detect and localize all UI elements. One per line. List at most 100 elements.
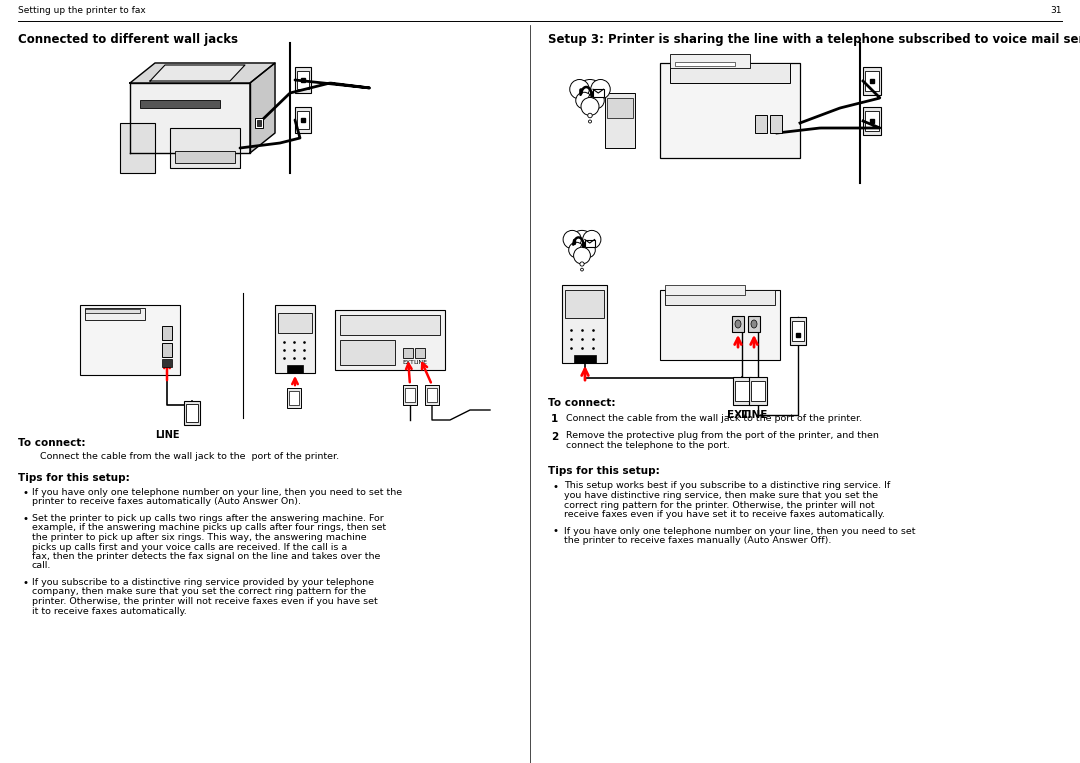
Text: EXT: EXT	[727, 410, 750, 420]
Polygon shape	[249, 63, 275, 153]
Text: Tips for this setup:: Tips for this setup:	[548, 466, 660, 477]
Bar	[403, 385, 417, 405]
Text: To connect:: To connect:	[18, 438, 85, 448]
Text: you have distinctive ring service, then make sure that you set the: you have distinctive ring service, then …	[564, 491, 878, 500]
Text: Remove the protective plug from the port of the printer, and then: Remove the protective plug from the port…	[566, 432, 879, 440]
Bar	[335, 310, 445, 370]
Polygon shape	[150, 65, 245, 81]
Bar	[593, 89, 604, 97]
Bar	[287, 365, 303, 373]
Bar	[792, 321, 804, 341]
Bar	[865, 71, 879, 91]
Bar	[865, 111, 879, 131]
Text: it to receive faxes automatically.: it to receive faxes automatically.	[32, 607, 187, 616]
Text: the printer to receive faxes manually (Auto Answer Off).: the printer to receive faxes manually (A…	[564, 536, 832, 545]
Bar	[295, 107, 311, 133]
Bar	[170, 128, 240, 168]
Bar	[670, 63, 789, 83]
Bar	[255, 118, 264, 128]
Circle shape	[589, 120, 592, 123]
Bar	[748, 316, 760, 332]
Bar	[750, 377, 767, 405]
Text: If you have only one telephone number on your line, then you need to set: If you have only one telephone number on…	[564, 526, 916, 536]
Bar	[565, 290, 604, 318]
Text: the printer to pick up after six rings. This way, the answering machine: the printer to pick up after six rings. …	[32, 533, 366, 542]
Text: To connect:: To connect:	[548, 398, 616, 408]
Text: This setup works best if you subscribe to a distinctive ring service. If: This setup works best if you subscribe t…	[564, 481, 890, 491]
Text: •: •	[552, 526, 558, 536]
Bar	[340, 340, 395, 365]
Bar	[85, 308, 145, 320]
Text: printer to receive faxes automatically (Auto Answer On).: printer to receive faxes automatically (…	[32, 497, 301, 507]
Bar	[665, 285, 745, 295]
Bar	[735, 381, 750, 401]
Bar	[605, 93, 635, 148]
Text: Setup 3: Printer is sharing the line with a telephone subscribed to voice mail s: Setup 3: Printer is sharing the line wit…	[548, 33, 1080, 46]
Bar	[162, 326, 172, 340]
Text: If you subscribe to a distinctive ring service provided by your telephone: If you subscribe to a distinctive ring s…	[32, 578, 374, 587]
Bar	[297, 111, 309, 129]
Text: If you have only one telephone number on your line, then you need to set the: If you have only one telephone number on…	[32, 488, 402, 497]
Circle shape	[591, 79, 610, 99]
Bar	[295, 67, 311, 93]
Bar	[140, 100, 220, 108]
Text: receive faxes even if you have set it to receive faxes automatically.: receive faxes even if you have set it to…	[564, 510, 885, 519]
Bar	[665, 290, 775, 305]
Text: 31: 31	[1051, 6, 1062, 15]
Text: 2: 2	[551, 432, 558, 442]
Text: printer. Otherwise, the printer will not receive faxes even if you have set: printer. Otherwise, the printer will not…	[32, 597, 378, 606]
Bar	[257, 120, 261, 126]
Bar	[85, 309, 140, 313]
Circle shape	[580, 243, 595, 258]
Text: fax, then the printer detects the fax signal on the line and takes over the: fax, then the printer detects the fax si…	[32, 552, 380, 561]
Text: LINE: LINE	[413, 360, 427, 365]
Bar	[184, 401, 200, 425]
Text: •: •	[22, 488, 28, 498]
Bar	[405, 388, 415, 402]
Text: •: •	[22, 578, 28, 588]
Bar	[863, 107, 881, 135]
Text: call.: call.	[32, 562, 52, 571]
Text: LINE: LINE	[154, 430, 179, 440]
Bar	[755, 115, 767, 133]
Text: EXT: EXT	[402, 360, 414, 365]
Text: company, then make sure that you set the correct ring pattern for the: company, then make sure that you set the…	[32, 588, 366, 597]
Circle shape	[588, 113, 592, 118]
Text: example, if the answering machine picks up calls after four rings, then set: example, if the answering machine picks …	[32, 523, 387, 533]
Polygon shape	[130, 63, 275, 83]
Text: Setting up the printer to fax: Setting up the printer to fax	[18, 6, 146, 15]
Polygon shape	[130, 83, 249, 153]
Bar	[670, 54, 750, 68]
Circle shape	[588, 92, 604, 109]
Circle shape	[576, 92, 592, 109]
Bar	[340, 315, 440, 335]
Circle shape	[569, 243, 584, 258]
Bar	[80, 305, 180, 375]
Text: picks up calls first and your voice calls are received. If the call is a: picks up calls first and your voice call…	[32, 542, 348, 552]
Circle shape	[570, 79, 590, 99]
Bar	[162, 359, 172, 367]
Circle shape	[577, 79, 604, 107]
Bar	[732, 316, 744, 332]
Circle shape	[563, 230, 581, 249]
Text: 1: 1	[551, 414, 558, 424]
Text: connect the telephone to the port.: connect the telephone to the port.	[566, 441, 730, 450]
Circle shape	[580, 262, 584, 266]
Text: •: •	[22, 514, 28, 524]
Circle shape	[569, 230, 595, 256]
Bar	[660, 63, 800, 158]
Bar	[287, 388, 301, 408]
Bar	[175, 151, 235, 163]
Bar	[770, 115, 782, 133]
Bar	[607, 98, 633, 118]
Text: Connect the cable from the wall jack to the  port of the printer.: Connect the cable from the wall jack to …	[40, 452, 339, 461]
Text: LINE: LINE	[741, 410, 767, 420]
Circle shape	[583, 230, 600, 249]
Bar	[751, 381, 765, 401]
Ellipse shape	[735, 320, 741, 328]
Bar	[278, 313, 312, 333]
Bar	[789, 317, 806, 345]
Bar	[573, 355, 596, 363]
Bar	[162, 343, 172, 357]
Text: •: •	[552, 481, 558, 491]
